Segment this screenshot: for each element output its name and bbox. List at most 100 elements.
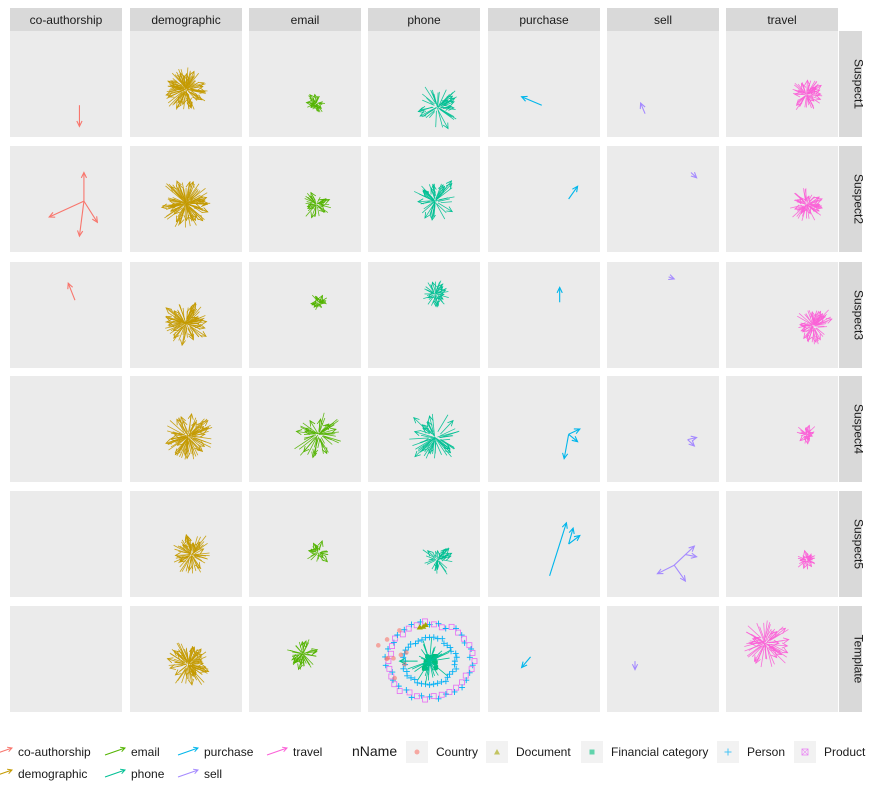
edge-line [181, 544, 192, 555]
edge-line [178, 642, 189, 663]
edge-line [185, 183, 195, 203]
edge-line [177, 208, 183, 218]
edge-arrow-head [180, 416, 186, 423]
node-person [442, 625, 449, 632]
edge-line [179, 209, 185, 224]
edge-line [319, 553, 328, 563]
edge-arrow-head [195, 94, 203, 101]
node-person [442, 678, 449, 685]
legend-key-square [589, 749, 595, 755]
node-financial-category [422, 666, 427, 671]
row-strip [839, 376, 862, 482]
edge-arrow-head [436, 293, 444, 300]
edge-line [175, 92, 184, 103]
node-product [453, 684, 460, 691]
edge-line [814, 328, 819, 342]
edge-line [300, 657, 303, 665]
edge-line [428, 111, 435, 119]
legend-label: Financial category [611, 745, 708, 759]
edge-line [309, 94, 316, 102]
edge-line [319, 417, 326, 433]
edge-arrow-head [814, 94, 822, 101]
edge-arrow-head [311, 451, 318, 459]
edge-line [318, 102, 325, 104]
edge-line [169, 200, 182, 204]
edge-arrow-head [197, 660, 205, 667]
edge-line [747, 645, 763, 658]
node-person [466, 654, 473, 661]
panel-background [249, 31, 361, 137]
node-product [446, 689, 453, 695]
edge-arrow-head [185, 181, 192, 189]
edge-line [801, 325, 813, 332]
panel-network [417, 86, 457, 130]
edge-line [417, 200, 434, 203]
edge-arrow-head [187, 412, 194, 420]
edge-line [436, 561, 439, 570]
edge-arrow-head [190, 302, 197, 310]
row-strip-label: Suspect5 [852, 519, 866, 569]
edge-arrow-head [573, 534, 581, 542]
edge-line [192, 435, 212, 440]
edge-line [436, 203, 447, 213]
edge-line [188, 91, 198, 101]
edge-arrow-head [781, 642, 789, 649]
edge-line [189, 651, 199, 663]
edge-line [798, 426, 807, 435]
edge-arrow-head [520, 661, 528, 669]
edge-line [315, 303, 319, 311]
edge-line [166, 207, 183, 220]
edge-line [423, 442, 433, 457]
panel-network [310, 294, 328, 311]
edge-line [801, 205, 807, 217]
edge-line [318, 102, 323, 105]
edge-line [794, 192, 806, 204]
node-person [407, 674, 414, 681]
edge-line [320, 431, 340, 435]
row-strip [839, 146, 862, 252]
edge-arrow-head [186, 101, 193, 109]
legend-key-arrow [104, 747, 126, 756]
edge-arrow-head [430, 214, 436, 221]
edge-line [190, 556, 193, 574]
edge-line [764, 620, 768, 639]
edge-line [187, 195, 194, 203]
edge-line [192, 552, 210, 556]
edge-arrow-head [77, 230, 84, 238]
panel-network [307, 540, 329, 563]
edge-line [180, 643, 189, 660]
edge-line [175, 554, 190, 556]
panel-background [249, 262, 361, 368]
edge-arrow-head [771, 651, 778, 659]
edge-line [185, 182, 190, 200]
edge-line [806, 560, 812, 567]
edge-line [807, 204, 816, 211]
edge-line [437, 107, 444, 128]
edge-line [303, 649, 318, 654]
edge-arrow-head [434, 549, 441, 557]
edge-line [194, 437, 212, 445]
edge-line [797, 83, 807, 95]
edge-line [185, 203, 196, 221]
panel-network [796, 424, 816, 445]
edge-arrow-head [753, 636, 761, 643]
column-strip [249, 8, 361, 31]
edge-line [318, 199, 327, 204]
edge-line [437, 202, 453, 212]
node-person [430, 634, 437, 641]
edge-line [417, 660, 430, 681]
edge-line [421, 424, 431, 433]
edge-arrow-head [295, 429, 303, 436]
edge-line [189, 308, 198, 321]
edge-line [768, 644, 788, 647]
edge-line [424, 202, 436, 219]
node-country [375, 643, 381, 648]
edge-line [179, 74, 186, 86]
edge-line [167, 91, 183, 104]
edge-arrow-head [176, 418, 182, 426]
legend-label: demographic [18, 767, 87, 781]
edge-line [193, 433, 205, 436]
edge-line [191, 317, 200, 323]
edge-line [431, 560, 438, 570]
edge-line [806, 80, 808, 94]
